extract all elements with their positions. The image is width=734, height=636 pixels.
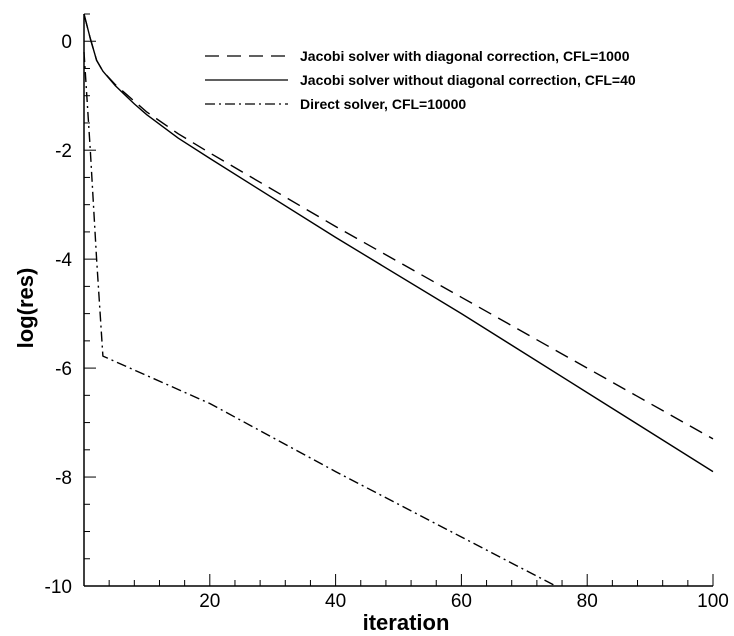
plot-frame xyxy=(83,14,713,587)
legend-label-dashed: Jacobi solver with diagonal correction, … xyxy=(300,48,630,64)
x-axis-title: iteration xyxy=(363,610,450,635)
y-tick-label: -8 xyxy=(55,468,72,489)
x-tick-label: 60 xyxy=(451,591,472,612)
tick-labels: 20 40 60 80 100 0 -2 -4 -6 -8 -10 xyxy=(45,32,729,612)
x-tick-label: 100 xyxy=(697,591,729,612)
y-tick-label: -2 xyxy=(55,141,72,162)
series-group xyxy=(83,13,714,587)
series-line-dashdot xyxy=(83,52,557,587)
axis-ticks xyxy=(84,13,714,587)
x-tick-label: 80 xyxy=(577,591,598,612)
y-tick-label: 0 xyxy=(61,32,72,53)
legend: Jacobi solver with diagonal correction, … xyxy=(205,48,636,112)
y-axis-title: log(res) xyxy=(13,268,38,349)
y-tick-label: -4 xyxy=(55,250,72,271)
legend-label-dashdot: Direct solver, CFL=10000 xyxy=(300,96,466,112)
legend-label-solid: Jacobi solver without diagonal correctio… xyxy=(300,72,636,88)
y-tick-label: -6 xyxy=(55,359,72,380)
series-line-solid xyxy=(83,13,714,473)
x-tick-label: 20 xyxy=(199,591,220,612)
x-tick-label: 40 xyxy=(325,591,346,612)
y-tick-label: -10 xyxy=(45,577,72,598)
